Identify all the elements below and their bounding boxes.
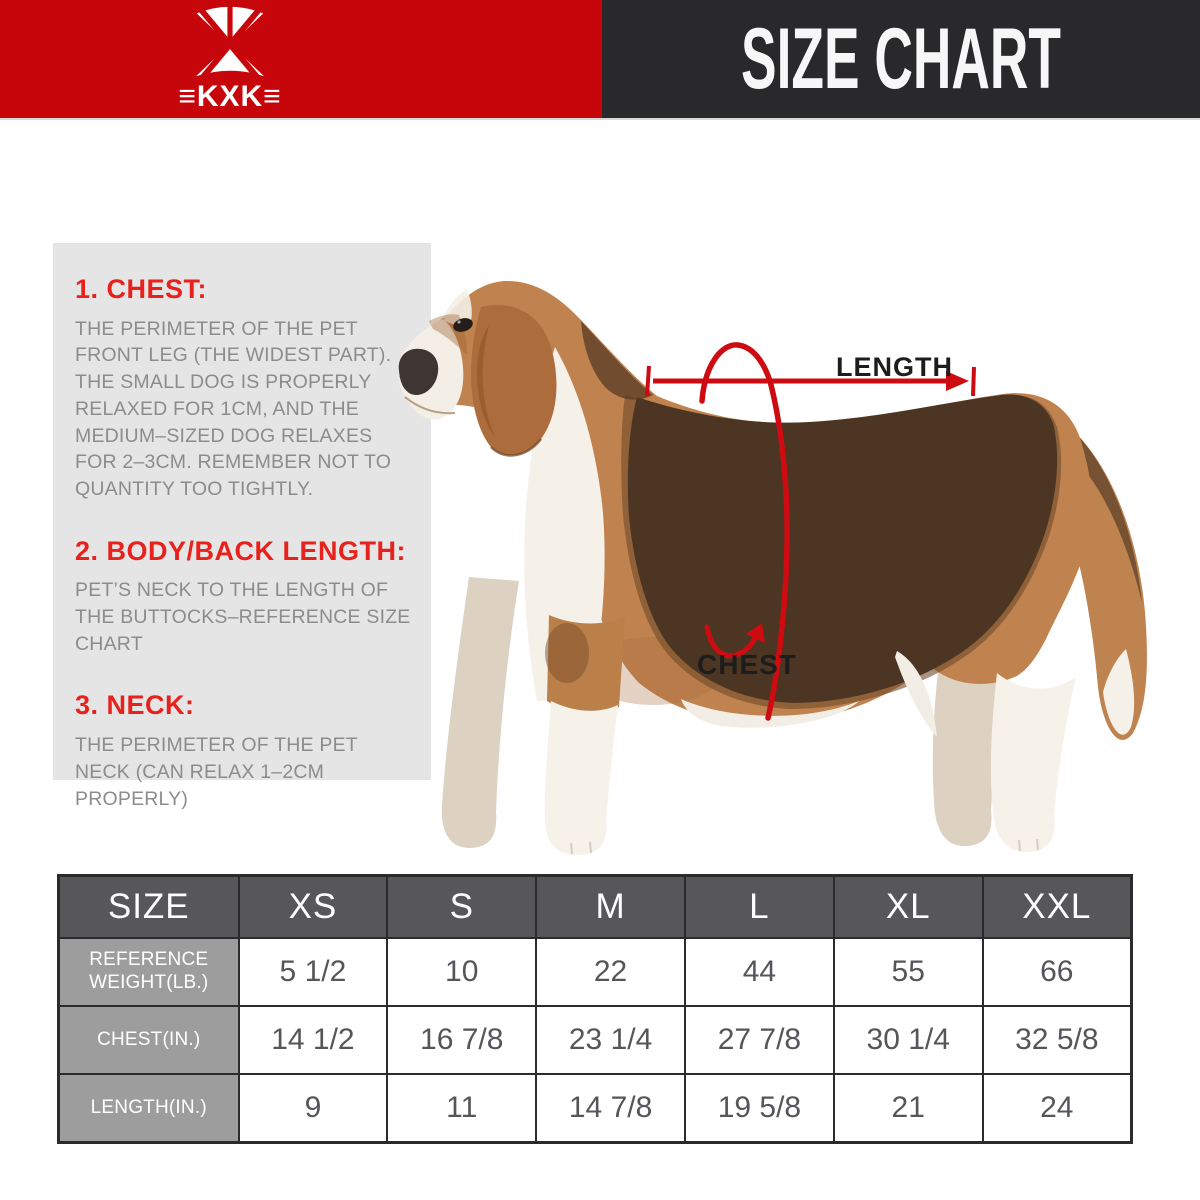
table-cell: 66	[981, 937, 1133, 1007]
instruction-section-neck: 3. NECK: THE PERIMETER OF THE PET NECK (…	[75, 691, 411, 812]
brand-name: ≡KXK≡	[178, 80, 282, 113]
table-cell: 44	[683, 937, 835, 1007]
table-cell: 5 1/2	[237, 937, 389, 1007]
chest-arrow-icon	[704, 623, 765, 659]
section-heading: 2. BODY/BACK LENGTH:	[75, 535, 407, 566]
size-table-header-row: SIZE XS S M L XL XXL	[57, 874, 1133, 939]
table-cell: 24	[981, 1073, 1133, 1144]
col-header-m: M	[535, 874, 686, 939]
length-label: LENGTH	[836, 352, 953, 382]
table-cell: 14 1/2	[237, 1005, 389, 1075]
section-body: THE PERIMETER OF THE PET FRONT LEG (THE …	[75, 317, 392, 500]
header-divider	[0, 118, 1200, 120]
table-cell: 16 7/8	[386, 1005, 538, 1075]
header-dark-band: SIZE CHART	[602, 0, 1200, 118]
header-red-band: ≡KXK≡	[0, 0, 602, 118]
dog-measurement-diagram	[385, 255, 1175, 870]
measuring-instructions-panel: 1. CHEST: THE PERIMETER OF THE PET FRONT…	[53, 243, 431, 810]
section-body: THE PERIMETER OF THE PET NECK (CAN RELAX…	[75, 734, 358, 810]
table-row-length: LENGTH(IN.) 9 11 14 7/8 19 5/8 21 24	[57, 1073, 1133, 1144]
table-cell: 23 1/4	[535, 1005, 686, 1075]
table-cell: 10	[386, 937, 538, 1007]
table-cell: 21	[832, 1073, 984, 1144]
row-label-weight: REFERENCE WEIGHT(LB.)	[57, 937, 240, 1007]
col-header-l: L	[683, 874, 835, 939]
table-cell: 32 5/8	[981, 1005, 1133, 1075]
page-title: SIZE CHART	[741, 11, 1061, 107]
chest-label: CHEST	[697, 649, 797, 680]
table-cell: 55	[832, 937, 984, 1007]
brand-logo: ≡KXK≡	[158, 6, 302, 112]
header: ≡KXK≡ SIZE CHART	[0, 0, 1200, 120]
table-cell: 11	[386, 1073, 538, 1144]
chest-girth-loop-icon	[699, 342, 790, 721]
table-cell: 14 7/8	[535, 1073, 686, 1144]
size-column-header: SIZE	[57, 874, 240, 939]
table-cell: 9	[237, 1073, 389, 1144]
col-header-xxl: XXL	[981, 874, 1133, 939]
table-row-weight: REFERENCE WEIGHT(LB.) 5 1/2 10 22 44 55 …	[57, 937, 1133, 1007]
beagle-dog-photo	[398, 280, 1147, 855]
section-heading: 3. NECK:	[75, 690, 195, 721]
col-header-s: S	[386, 874, 538, 939]
instruction-section-chest: 1. CHEST: THE PERIMETER OF THE PET FRONT…	[75, 274, 411, 503]
length-arrow-icon	[645, 365, 976, 397]
row-label-chest: CHEST(IN.)	[57, 1005, 240, 1075]
section-body: PET’S NECK TO THE LENGTH OF THE BUTTOCKS…	[75, 579, 411, 655]
section-heading: 1. CHEST:	[75, 274, 208, 304]
table-cell: 19 5/8	[683, 1073, 835, 1144]
table-cell: 22	[535, 937, 686, 1007]
col-header-xl: XL	[832, 874, 984, 939]
col-header-xs: XS	[237, 874, 389, 939]
table-row-chest: CHEST(IN.) 14 1/2 16 7/8 23 1/4 27 7/8 3…	[57, 1005, 1133, 1075]
row-label-length: LENGTH(IN.)	[57, 1073, 240, 1144]
size-table: SIZE XS S M L XL XXL REFERENCE WEIGHT(LB…	[57, 874, 1133, 1144]
table-cell: 27 7/8	[683, 1005, 835, 1075]
table-cell: 30 1/4	[832, 1005, 984, 1075]
kxk-logo-icon	[195, 6, 265, 80]
instruction-section-body-length: 2. BODY/BACK LENGTH: PET’S NECK TO THE L…	[75, 535, 411, 658]
